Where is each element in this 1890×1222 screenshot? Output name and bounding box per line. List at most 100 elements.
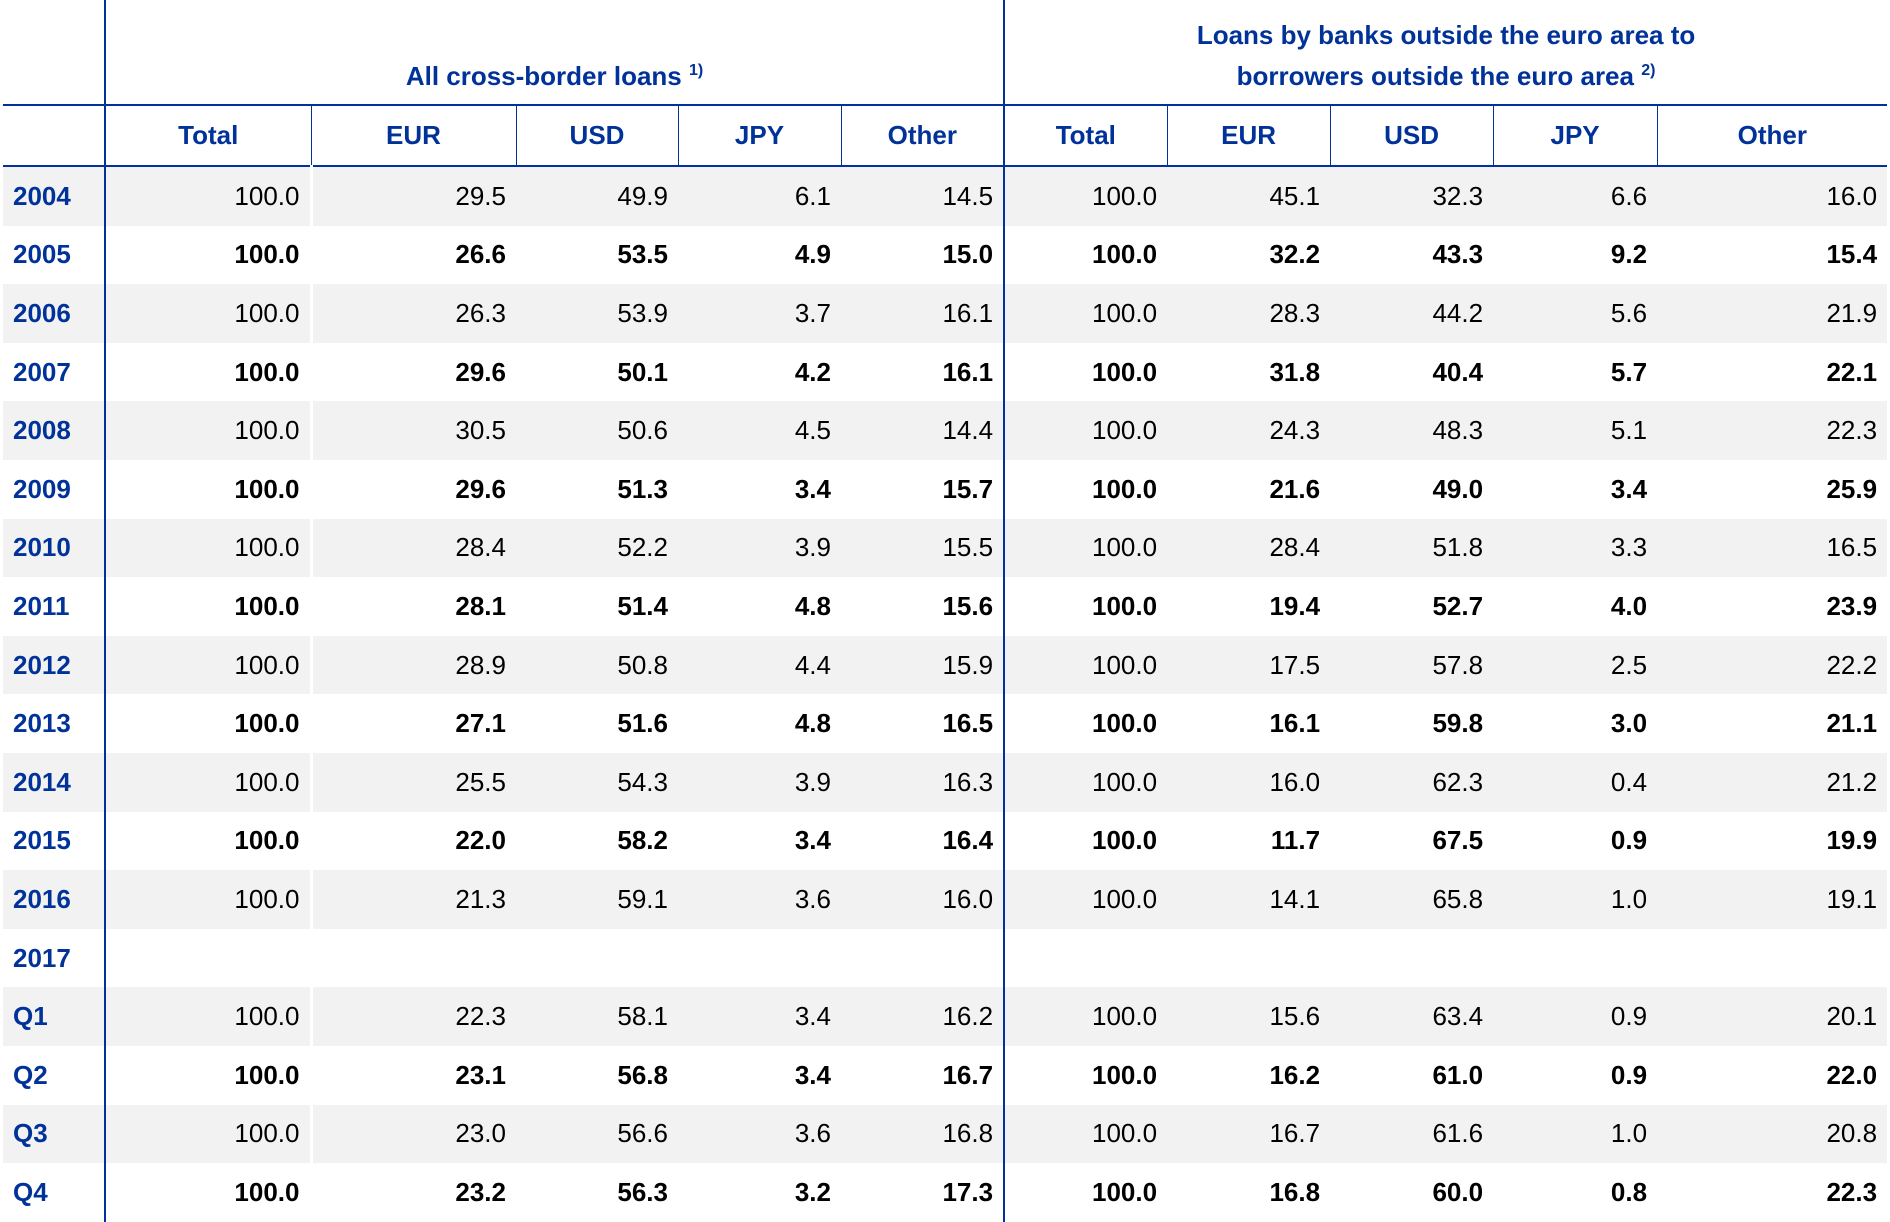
footnote-marker: 2)	[1641, 62, 1656, 79]
table-row: 2010 100.0 28.4 52.2 3.9 15.5 100.0 28.4 51.8 3.3…	[3, 518, 1888, 578]
table-cell: 4.5	[678, 401, 841, 460]
table-cell: 28.1	[455, 590, 506, 621]
group-title-line2: borrowers outside the euro area	[1236, 61, 1634, 91]
table-cell: 3.4	[1610, 473, 1648, 504]
table-cell: 0.9	[1610, 825, 1648, 856]
table-row: 2004 100.0 29.5 49.9 6.1 14.5 100.0 45.1 32.3 6.6…	[3, 166, 1888, 226]
column-header-other: Other	[1656, 104, 1888, 167]
table-cell: 63.4	[1330, 987, 1494, 1046]
table-cell: 22.3	[311, 987, 516, 1046]
table-cell: 16.0	[1167, 752, 1331, 812]
table-row: 2009 100.0 29.6 51.3 3.4 15.7 100.0 21.6 49.0 3.4…	[3, 459, 1887, 519]
table-cell: 6.6	[1493, 166, 1658, 226]
row-label: 2015	[3, 811, 106, 871]
table-cell: 29.6	[455, 356, 506, 387]
table-cell: 16.1	[1269, 708, 1321, 739]
table-cell: 4.2	[794, 356, 831, 387]
table-cell: 32.2	[1269, 239, 1321, 270]
table-cell: 100.0	[1003, 870, 1168, 929]
table-cell: 23.2	[455, 1176, 506, 1207]
table-cell: 50.8	[516, 635, 678, 695]
table-cell: 100.0	[105, 1104, 313, 1164]
table-cell: 14.4	[841, 401, 1005, 460]
table-cell: 15.5	[841, 518, 1005, 578]
table-cell: 9.2	[1610, 239, 1648, 270]
table-cell: 4.9	[794, 239, 831, 270]
table-cell: 23.9	[1826, 590, 1878, 621]
table-cell: 16.8	[841, 1104, 1005, 1164]
table-cell: 67.5	[1432, 825, 1484, 856]
table-cell	[841, 929, 1004, 988]
table-cell: 14.1	[1167, 870, 1331, 929]
column-header-total: Total	[1003, 104, 1168, 167]
table-cell: 100.0	[1003, 1045, 1168, 1105]
table-cell: 30.5	[311, 401, 516, 460]
table-cell: 59.8	[1432, 708, 1484, 739]
table-cell: 100.0	[1003, 342, 1168, 402]
row-label: Q1	[3, 987, 106, 1046]
table-cell: 61.6	[1330, 1104, 1494, 1164]
table-cell: 5.6	[1493, 284, 1658, 343]
table-cell: 65.8	[1330, 870, 1494, 929]
corner-cell	[3, 0, 105, 105]
table-cell	[1657, 929, 1887, 988]
group-title-line1: Loans by banks outside the euro area to	[1196, 20, 1696, 50]
table-cell: 16.0	[1657, 166, 1888, 226]
table-cell: 26.3	[311, 284, 516, 343]
table-cell: 53.5	[617, 239, 668, 270]
footnote-marker: 1)	[689, 62, 704, 79]
table-cell: 28.4	[1167, 518, 1331, 578]
table-cell: 100.0	[1003, 577, 1168, 636]
table-cell: 21.1	[1826, 708, 1878, 739]
table-cell: 100.0	[105, 284, 313, 343]
group-header-outside-euro: Loans by banks outside the euro area to b…	[1003, 0, 1888, 105]
row-label: Q3	[3, 1104, 106, 1164]
table-cell: 16.4	[942, 825, 994, 856]
row-label: 2006	[3, 284, 106, 343]
table-row: 2005 100.0 26.6 53.5 4.9 15.0 100.0 32.2 43.3 9.2…	[3, 225, 1887, 285]
table-cell: 100.0	[105, 752, 313, 812]
table-cell	[678, 929, 841, 988]
table-cell: 54.3	[516, 752, 678, 812]
table-cell: 61.0	[1432, 1059, 1484, 1090]
table-cell: 16.5	[942, 708, 994, 739]
table-cell: 15.9	[841, 635, 1005, 695]
table-cell: 62.3	[1330, 752, 1494, 812]
table-cell: 57.8	[1330, 635, 1494, 695]
table-cell: 100.0	[105, 166, 313, 226]
column-header-other: Other	[840, 104, 1005, 167]
table-row: 2008 100.0 30.5 50.6 4.5 14.4 100.0 24.3 48.3 5.1…	[3, 401, 1888, 460]
column-header-blank	[3, 104, 106, 167]
table-cell: 3.6	[678, 870, 841, 929]
row-label: 2011	[3, 577, 106, 636]
table-cell: 100.0	[105, 811, 313, 871]
table-cell: 100.0	[105, 635, 313, 695]
table-row: 2017	[3, 928, 1887, 988]
table-cell: 28.3	[1167, 284, 1331, 343]
table-cell: 3.4	[794, 1059, 831, 1090]
group-title: All cross-border loans	[405, 61, 682, 91]
table-row: 2006 100.0 26.3 53.9 3.7 16.1 100.0 28.3 44.2 5.6…	[3, 284, 1888, 343]
table-cell: 0.8	[1610, 1176, 1648, 1207]
table-cell: 100.0	[1003, 225, 1168, 285]
table-cell: 100.0	[1003, 752, 1168, 812]
group-header-all-loans: All cross-border loans 1)	[103, 0, 1005, 105]
table-cell: 0.9	[1610, 1059, 1648, 1090]
table-cell: 100.0	[1003, 1163, 1168, 1222]
table-cell: 15.0	[942, 239, 994, 270]
table-cell: 45.1	[1167, 166, 1331, 226]
table-cell: 100.0	[105, 694, 313, 753]
table-cell: 3.4	[678, 987, 841, 1046]
table-cell: 19.1	[1657, 870, 1888, 929]
table-cell: 100.0	[105, 1163, 313, 1222]
table-cell: 100.0	[1003, 635, 1168, 695]
table-cell: 3.4	[794, 473, 831, 504]
table-cell: 52.2	[516, 518, 678, 578]
table-cell: 5.7	[1610, 356, 1648, 387]
table-cell: 59.1	[516, 870, 678, 929]
table-cell: 51.4	[617, 590, 668, 621]
row-label: 2005	[3, 225, 106, 285]
row-label: 2013	[3, 694, 106, 753]
table-cell: 28.9	[311, 635, 516, 695]
table-cell: 21.9	[1657, 284, 1888, 343]
